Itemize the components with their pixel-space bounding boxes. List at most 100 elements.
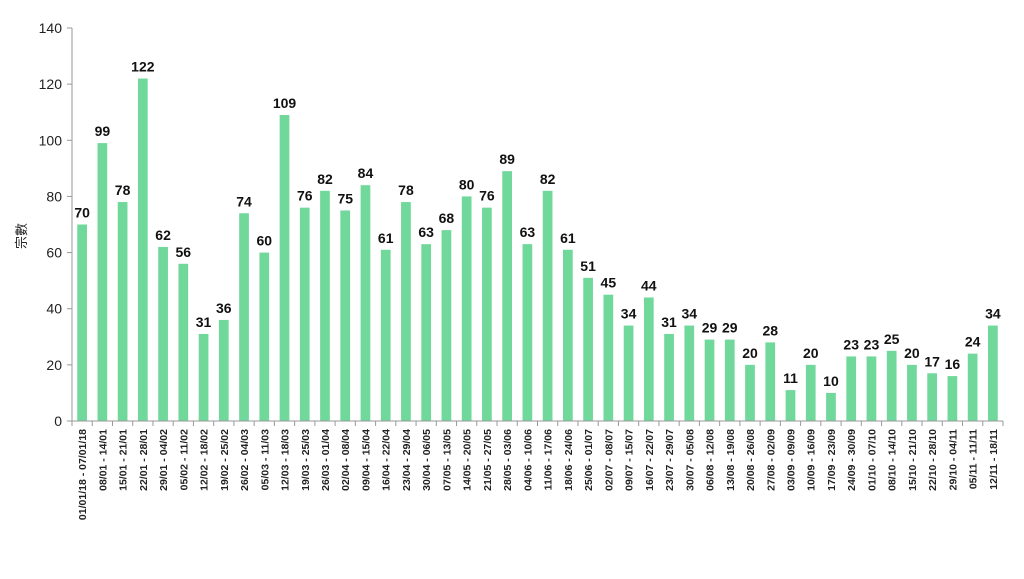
- bar: [563, 249, 573, 421]
- data-label: 29: [702, 320, 718, 336]
- x-tick-label: 22/01 - 28/01: [138, 429, 150, 491]
- bar: [583, 277, 593, 421]
- bar: [765, 342, 776, 421]
- x-axis: 01/01/18 - 07/01/18 08/01 - 14/01 15/01 - …: [71, 420, 1004, 520]
- x-tick-label: 05/11 - 11/11: [968, 429, 980, 489]
- data-label: 10: [823, 373, 839, 389]
- y-tick-label: 100: [39, 132, 63, 148]
- x-tick-label: 02/07 - 08/07: [603, 429, 615, 491]
- data-label: 78: [398, 182, 414, 198]
- data-label: 68: [439, 210, 455, 226]
- data-label: 20: [904, 345, 920, 361]
- x-tick-label: 11/06 - 17/06: [543, 429, 555, 490]
- data-label: 17: [924, 353, 940, 369]
- x-tick-label: 12/02 - 18/02: [199, 429, 211, 491]
- bar: [988, 325, 998, 421]
- data-label: 89: [499, 151, 515, 167]
- x-tick-label: 24/09 - 30/09: [846, 429, 858, 491]
- data-label: 76: [297, 188, 313, 204]
- x-tick-label: 05/03 - 11/03: [259, 429, 271, 490]
- data-label: 78: [115, 182, 131, 198]
- bar: [239, 213, 249, 421]
- data-label: 51: [580, 258, 596, 274]
- data-label: 63: [418, 224, 434, 240]
- data-label: 23: [864, 336, 880, 352]
- data-label: 16: [945, 356, 961, 372]
- bar: [158, 246, 168, 421]
- x-tick-label: 01/01/18 - 07/01/18: [77, 429, 89, 520]
- bar: [623, 325, 634, 421]
- data-label: 31: [196, 314, 212, 330]
- x-tick-label: 22/10 - 28/10: [927, 429, 939, 491]
- data-label: 20: [803, 345, 819, 361]
- data-label: 75: [337, 190, 353, 206]
- bar: [482, 207, 492, 421]
- x-tick-label: 18/06 - 24/06: [563, 429, 575, 491]
- bar: [97, 143, 108, 422]
- data-label: 62: [155, 227, 171, 243]
- x-tick-label: 01/10 - 07/10: [866, 429, 878, 491]
- bar: [866, 356, 877, 421]
- bar: [259, 252, 270, 421]
- x-tick-label: 19/03 - 25/03: [300, 429, 312, 491]
- data-label: 25: [884, 331, 900, 347]
- bar: [704, 339, 715, 421]
- x-tick-label: 20/08 - 26/08: [745, 429, 757, 491]
- x-tick-label: 16/04 - 22/04: [381, 429, 393, 491]
- data-label: 74: [236, 193, 252, 209]
- y-tick-label: 40: [46, 301, 62, 317]
- x-tick-label: 30/07 - 05/08: [684, 429, 696, 491]
- data-label: 61: [378, 230, 394, 246]
- x-tick-label: 09/04 - 15/04: [360, 429, 372, 491]
- bar: [279, 115, 290, 422]
- data-label: 63: [520, 224, 536, 240]
- bar: [745, 364, 755, 421]
- x-tick-label: 03/09 - 09/09: [785, 429, 797, 491]
- x-tick-label: 06/08 - 12/08: [705, 429, 717, 491]
- x-tick-label: 12/11 - 18/11: [988, 429, 1000, 490]
- x-tick-label: 23/07 - 29/07: [664, 429, 676, 491]
- bar: [198, 333, 209, 421]
- x-tick-label: 26/03 - 01/04: [320, 429, 332, 491]
- bar: [461, 196, 472, 421]
- x-tick-label: 28/05 - 03/06: [502, 429, 514, 491]
- x-tick-label: 21/05 - 27/05: [482, 429, 494, 491]
- x-tick-label: 12/03 - 18/03: [280, 429, 292, 491]
- x-tick-label: 08/01 - 14/01: [97, 429, 109, 491]
- x-tick-label: 29/10 - 04/11: [947, 429, 959, 490]
- x-tick-label: 30/04 - 06/05: [421, 429, 433, 491]
- data-label: 84: [358, 165, 374, 181]
- data-label: 24: [965, 334, 981, 350]
- bar: [380, 249, 391, 421]
- data-label: 109: [273, 95, 297, 111]
- bar: [218, 319, 229, 421]
- data-label: 70: [74, 205, 90, 221]
- y-tick-label: 0: [54, 413, 62, 429]
- data-label: 11: [783, 370, 798, 386]
- y-tick-label: 120: [39, 76, 63, 92]
- x-tick-label: 17/09 - 23/09: [826, 429, 838, 491]
- y-tick-label: 140: [39, 20, 63, 36]
- bar: [846, 356, 857, 421]
- bar: [886, 350, 897, 421]
- x-tick-label: 15/01 - 21/01: [118, 429, 130, 491]
- data-label: 23: [843, 336, 859, 352]
- x-tick-label: 13/08 - 19/08: [725, 429, 737, 491]
- bar: [684, 325, 695, 421]
- x-tick-label: 05/02 - 11/02: [178, 429, 190, 490]
- bar: [502, 171, 512, 421]
- x-tick-label: 08/10 - 14/10: [887, 429, 899, 491]
- x-tick-label: 14/05 - 20/05: [462, 429, 474, 491]
- x-tick-label: 29/01 - 04/02: [158, 429, 170, 491]
- x-tick-label: 02/04 - 08/04: [340, 429, 352, 491]
- bar: [542, 190, 553, 421]
- x-tick-label: 09/07 - 15/07: [624, 429, 636, 491]
- data-label: 80: [459, 176, 475, 192]
- data-labels: 7099781226256313674601097682758461786368…: [74, 59, 1001, 389]
- data-label: 20: [742, 345, 758, 361]
- bar: [603, 294, 614, 421]
- bar: [401, 202, 411, 421]
- y-tick-label: 20: [46, 357, 62, 373]
- x-tick-label: 23/04 - 29/04: [401, 429, 413, 491]
